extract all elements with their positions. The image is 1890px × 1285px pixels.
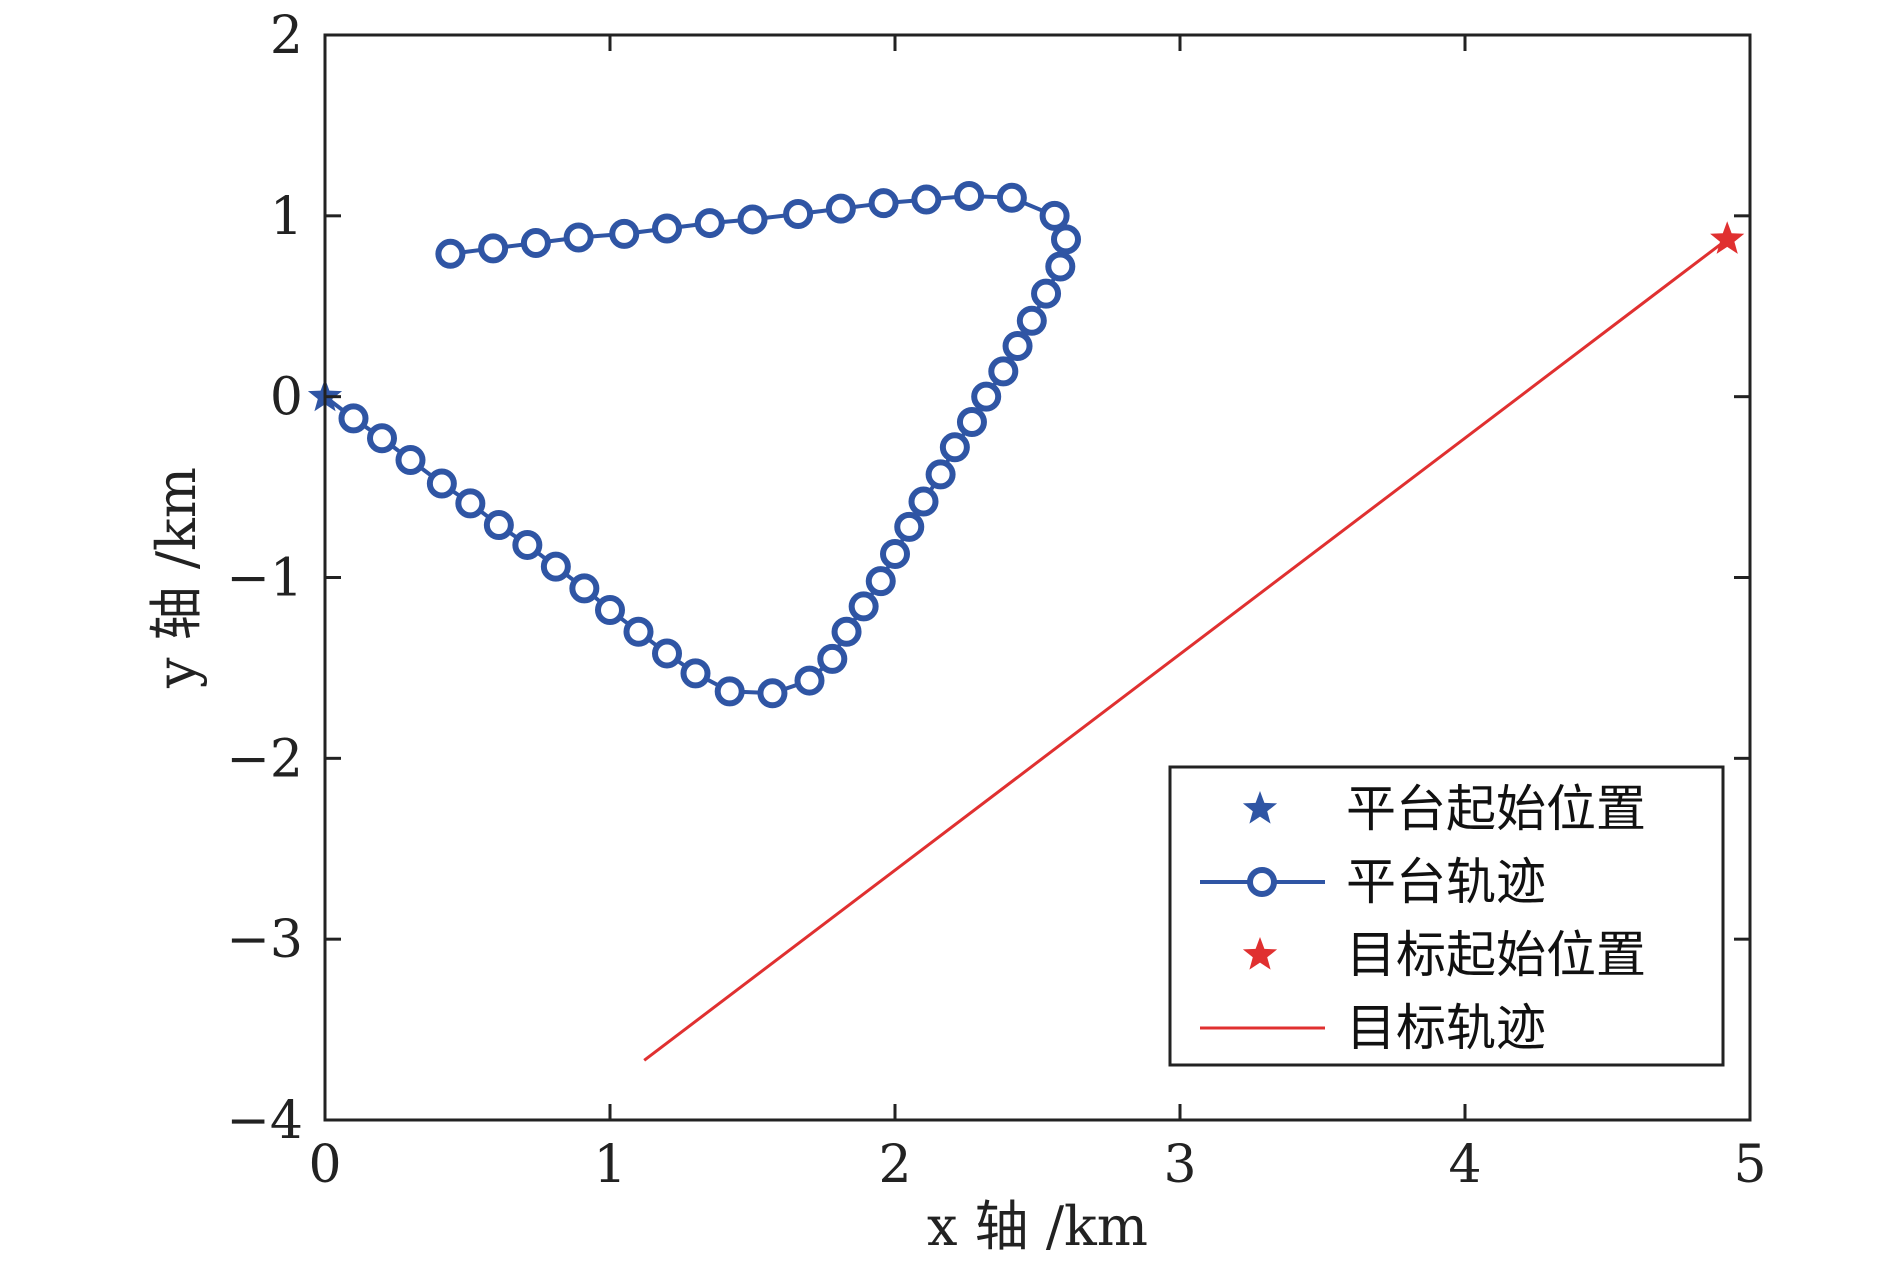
platform-trajectory-point — [868, 188, 899, 219]
x-axis-label: x 轴 /km — [927, 1195, 1148, 1258]
platform-trajectory-point — [954, 180, 985, 211]
platform-trajectory-point — [367, 423, 397, 454]
legend-star-symbol — [1242, 791, 1278, 824]
platform-trajectory-point — [757, 678, 788, 709]
plot-area — [307, 180, 1745, 1062]
target-start-star — [1710, 221, 1745, 254]
platform-trajectory-point — [569, 573, 600, 604]
platform-trajectory-point — [737, 204, 768, 235]
platform-trajectory-point — [680, 658, 711, 689]
platform-trajectory-point — [478, 233, 509, 264]
target-trajectory-line — [643, 238, 1729, 1062]
platform-trajectory-point — [996, 182, 1027, 213]
platform-trajectory-point — [956, 406, 987, 437]
platform-trajectory-point — [483, 510, 514, 541]
platform-trajectory-point — [435, 238, 466, 269]
platform-trajectory-point — [455, 488, 486, 519]
platform-trajectory-point — [694, 208, 725, 239]
platform-trajectory-point — [1045, 251, 1076, 282]
y-tick-label: 2 — [270, 6, 303, 66]
platform-trajectory-point — [540, 551, 571, 582]
legend-entry-label: 平台轨迹 — [1346, 853, 1546, 911]
platform-trajectory-point — [794, 665, 825, 696]
platform-trajectory-point — [652, 638, 682, 669]
platform-trajectory-point — [1016, 305, 1047, 336]
platform-trajectory-point — [395, 444, 426, 475]
y-tick-label: −2 — [226, 729, 303, 789]
x-tick-label: 2 — [878, 1135, 911, 1195]
platform-trajectory-point — [925, 459, 956, 490]
legend-entry-label: 平台起始位置 — [1346, 780, 1646, 838]
platform-trajectory-point — [783, 199, 814, 230]
platform-trajectory-point — [825, 193, 856, 224]
x-tick-label: 4 — [1448, 1135, 1481, 1195]
platform-trajectory-point — [880, 538, 910, 569]
platform-trajectory-point — [939, 432, 970, 463]
platform-trajectory-point — [426, 468, 457, 499]
platform-trajectory-point — [1002, 331, 1033, 362]
platform-trajectory-point — [848, 591, 879, 622]
y-tick-label: 1 — [270, 187, 303, 247]
x-tick-label: 3 — [1163, 1135, 1196, 1195]
legend-entry-label: 目标起始位置 — [1346, 926, 1646, 984]
y-tick-label: −1 — [226, 549, 303, 609]
platform-trajectory-point — [520, 227, 551, 258]
platform-trajectory-point — [988, 356, 1019, 387]
legend-circle-symbol — [1247, 867, 1277, 897]
platform-trajectory-point — [512, 529, 543, 560]
platform-trajectory-point — [623, 616, 654, 647]
platform-trajectory-point — [894, 511, 925, 542]
axis-ticks: 0 1 2 3 4 5 −4 −3 −2 −1 0 1 2 — [226, 6, 1766, 1195]
platform-trajectory-point — [714, 676, 745, 707]
platform-trajectory-point — [831, 616, 862, 647]
legend-entry-label: 目标轨迹 — [1346, 999, 1546, 1057]
x-tick-label: 1 — [593, 1135, 626, 1195]
y-tick-label: −4 — [226, 1091, 303, 1151]
y-tick-label: −3 — [226, 910, 303, 970]
platform-trajectory-point — [908, 486, 939, 517]
x-tick-label: 0 — [308, 1135, 341, 1195]
platform-trajectory-point — [652, 213, 682, 244]
platform-trajectory-point — [865, 566, 896, 597]
platform-trajectory-point — [338, 403, 369, 434]
platform-trajectory-point — [595, 595, 625, 626]
platform-trajectory-point — [817, 643, 848, 674]
x-tick-label: 5 — [1733, 1135, 1766, 1195]
y-axis-label: y 轴 /km — [145, 467, 208, 689]
platform-trajectory-point — [563, 222, 594, 253]
platform-trajectory-point — [609, 218, 640, 249]
y-tick-label: 0 — [270, 368, 303, 428]
platform-trajectory-point — [1031, 278, 1062, 309]
platform-trajectory-point — [911, 184, 942, 215]
platform-trajectory-point — [971, 381, 1002, 412]
platform-trajectory-point — [1051, 224, 1081, 255]
legend-star-symbol — [1242, 937, 1278, 970]
platform-trajectory-point — [1039, 200, 1070, 231]
